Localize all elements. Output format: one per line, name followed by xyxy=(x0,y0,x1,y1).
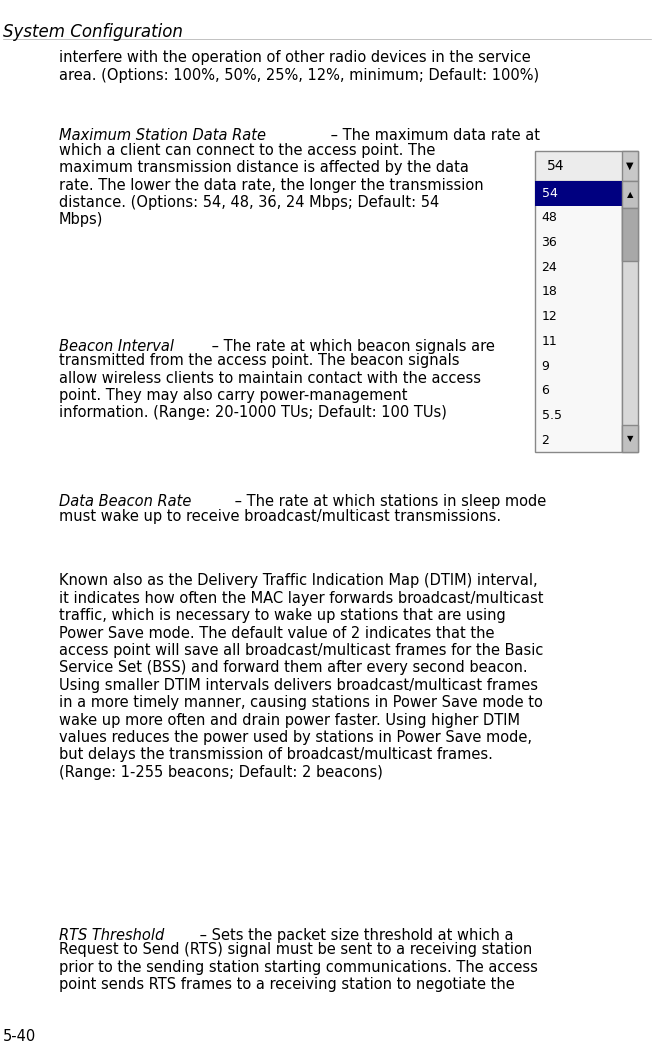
Text: interfere with the operation of other radio devices in the service
area. (Option: interfere with the operation of other ra… xyxy=(59,50,539,83)
Text: 2: 2 xyxy=(542,433,549,446)
Text: 6: 6 xyxy=(542,384,549,398)
Text: – The maximum data rate at: – The maximum data rate at xyxy=(326,128,540,143)
Text: ▼: ▼ xyxy=(627,161,634,171)
Text: 24: 24 xyxy=(542,261,557,274)
Text: – The rate at which beacon signals are: – The rate at which beacon signals are xyxy=(207,339,495,353)
Text: 54: 54 xyxy=(542,187,557,200)
FancyBboxPatch shape xyxy=(622,151,638,181)
Text: – The rate at which stations in sleep mode: – The rate at which stations in sleep mo… xyxy=(230,494,546,509)
Text: Maximum Station Data Rate: Maximum Station Data Rate xyxy=(59,128,266,143)
FancyBboxPatch shape xyxy=(535,181,622,452)
Text: 5-40: 5-40 xyxy=(3,1029,37,1044)
Text: RTS Threshold: RTS Threshold xyxy=(59,928,164,943)
FancyBboxPatch shape xyxy=(535,151,638,181)
Text: 12: 12 xyxy=(542,310,557,323)
Text: ▲: ▲ xyxy=(627,190,633,199)
Text: 18: 18 xyxy=(542,285,557,299)
FancyBboxPatch shape xyxy=(622,425,638,452)
Text: Request to Send (RTS) signal must be sent to a receiving station
prior to the se: Request to Send (RTS) signal must be sen… xyxy=(59,943,538,992)
Text: Known also as the Delivery Traffic Indication Map (DTIM) interval,
it indicates : Known also as the Delivery Traffic Indic… xyxy=(59,573,543,780)
Text: ▼: ▼ xyxy=(627,434,633,443)
Text: Beacon Interval: Beacon Interval xyxy=(59,339,174,353)
Text: 5.5: 5.5 xyxy=(542,409,562,422)
Text: – Sets the packet size threshold at which a: – Sets the packet size threshold at whic… xyxy=(195,928,513,943)
Text: Data Beacon Rate: Data Beacon Rate xyxy=(59,494,191,509)
Text: System Configuration: System Configuration xyxy=(3,23,183,41)
Text: 36: 36 xyxy=(542,236,557,249)
FancyBboxPatch shape xyxy=(622,181,638,452)
Text: 9: 9 xyxy=(542,360,549,372)
FancyBboxPatch shape xyxy=(622,208,638,261)
Text: transmitted from the access point. The beacon signals
allow wireless clients to : transmitted from the access point. The b… xyxy=(59,353,481,421)
Text: 11: 11 xyxy=(542,335,557,348)
FancyBboxPatch shape xyxy=(535,181,622,205)
FancyBboxPatch shape xyxy=(622,181,638,208)
Text: 54: 54 xyxy=(547,159,564,174)
Text: which a client can connect to the access point. The
maximum transmission distanc: which a client can connect to the access… xyxy=(59,143,483,227)
Text: must wake up to receive broadcast/multicast transmissions.: must wake up to receive broadcast/multic… xyxy=(59,509,501,524)
Text: 48: 48 xyxy=(542,211,557,224)
